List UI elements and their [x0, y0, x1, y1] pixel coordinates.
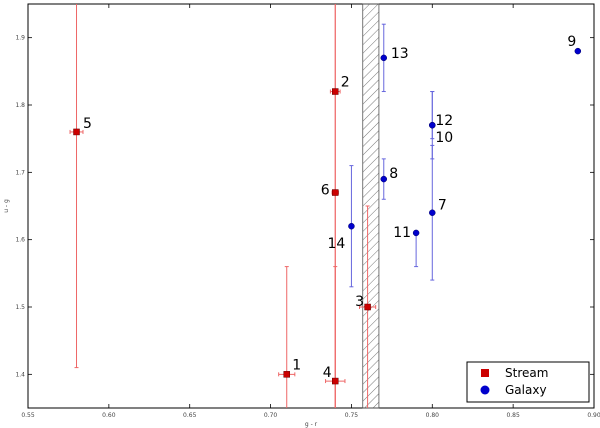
legend-label: Stream: [505, 366, 548, 380]
data-point-galaxy: [412, 229, 420, 237]
point-label: 12: [435, 113, 453, 129]
point-label: 4: [323, 365, 332, 381]
y-tick-label: 1.4: [15, 371, 25, 378]
legend-label: Galaxy: [505, 383, 547, 397]
y-tick-label: 1.6: [15, 237, 25, 244]
x-tick-label: 0.55: [21, 412, 35, 419]
data-point-galaxy: [348, 222, 355, 230]
point-label: 8: [389, 166, 398, 182]
legend-marker-stream: [481, 369, 489, 377]
point-label: 1: [292, 357, 301, 373]
data-point-galaxy: [429, 121, 436, 129]
point-label: 14: [328, 236, 346, 252]
markers-group: [73, 47, 582, 385]
data-point-galaxy: [574, 47, 582, 55]
data-point-stream: [73, 128, 80, 136]
data-point-stream: [332, 377, 339, 385]
y-tick-label: 1.8: [15, 102, 25, 109]
data-point-galaxy: [429, 209, 436, 216]
y-tick-label: 1.9: [15, 35, 25, 42]
hatched-band: [362, 3, 380, 409]
point-label: 6: [321, 183, 330, 199]
data-point-galaxy: [380, 54, 388, 62]
x-tick-label: 0.70: [264, 412, 278, 419]
x-tick-label: 0.90: [587, 412, 600, 419]
x-tick-label: 0.60: [102, 412, 116, 419]
data-point-stream: [283, 371, 290, 378]
data-point-stream: [364, 303, 371, 311]
hatched-band-group: [362, 3, 380, 409]
point-label: 10: [435, 130, 453, 146]
point-label: 9: [567, 34, 576, 50]
x-tick-label: 0.85: [506, 412, 520, 419]
x-tick-label: 0.65: [183, 412, 197, 419]
legend-box: [466, 361, 590, 403]
y-tick-label: 1.7: [15, 169, 25, 176]
x-tick-label: 0.75: [345, 412, 359, 419]
y-axis-label: u - g: [3, 199, 10, 213]
legend: Stream Galaxy: [466, 361, 590, 403]
y-tick-label: 1.5: [15, 304, 25, 311]
point-label: 13: [391, 46, 409, 62]
data-point-stream: [332, 189, 339, 196]
ticks-group: 0.55 0.60 0.65 0.70 0.75 0.80 0.85 0.90 1.4 1.5 1.…: [15, 4, 600, 419]
plot-area: [27, 3, 595, 409]
error-bars-group: [69, 4, 435, 408]
point-label: 11: [393, 225, 411, 241]
point-label: 3: [355, 294, 364, 310]
legend-marker-galaxy: [480, 385, 490, 395]
point-label: 7: [438, 198, 447, 214]
x-axis-label: g - r: [305, 421, 318, 428]
data-point-galaxy: [380, 175, 388, 183]
point-label: 2: [341, 75, 350, 91]
point-label: 5: [83, 116, 92, 132]
data-point-stream: [332, 88, 339, 95]
x-tick-label: 0.80: [426, 412, 440, 419]
